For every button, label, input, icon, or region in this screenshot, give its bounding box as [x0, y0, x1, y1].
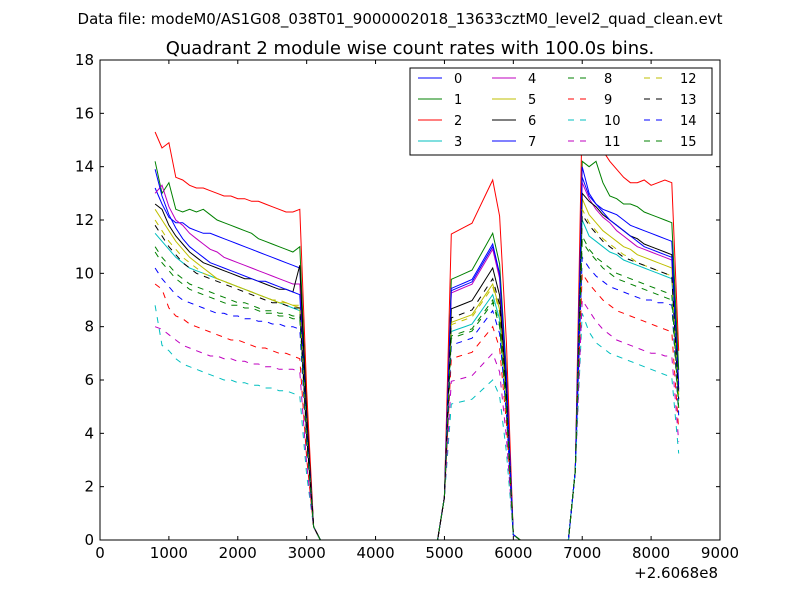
y-tick-label: 2: [84, 478, 94, 496]
x-tick-label: 4000: [356, 544, 394, 562]
x-tick-label: 3000: [288, 544, 326, 562]
legend-label-7: 7: [528, 135, 536, 150]
legend-label-11: 11: [604, 135, 621, 150]
series-line-0: [154, 177, 680, 540]
series-line-3: [154, 219, 680, 540]
legend-label-15: 15: [680, 135, 697, 150]
series-line-11: [154, 298, 680, 540]
series-line-5: [154, 198, 680, 540]
series-line-6: [154, 191, 680, 540]
series-line-8: [154, 234, 680, 540]
legend-label-10: 10: [604, 114, 621, 129]
legend-label-13: 13: [680, 93, 697, 108]
y-tick-label: 10: [75, 264, 94, 282]
plot-frame: [99, 59, 721, 541]
legend-label-14: 14: [680, 114, 697, 129]
series-layer: [154, 113, 680, 540]
x-tick-label: 8000: [632, 544, 670, 562]
series-line-9: [154, 271, 680, 540]
legend-label-3: 3: [454, 135, 462, 150]
series-line-13: [154, 213, 680, 540]
x-tick-label: 6000: [494, 544, 532, 562]
legend-label-12: 12: [680, 72, 697, 87]
x-tick-label: 5000: [425, 544, 463, 562]
legend-label-9: 9: [604, 93, 612, 108]
axis-ticks: 0 1000 2000 3000 4000 5000 6000 7000 8000 9000 0 2 4…: [75, 51, 739, 562]
series-line-14: [154, 255, 680, 540]
y-tick-label: 16: [75, 104, 94, 122]
y-tick-label: 0: [84, 531, 94, 549]
legend-label-0: 0: [454, 72, 462, 87]
x-tick-label: 9000: [701, 544, 739, 562]
series-line-10: [154, 305, 680, 540]
x-tick-label: 2000: [219, 544, 257, 562]
chart-title: Quadrant 2 module wise count rates with …: [166, 38, 655, 59]
x-tick-label: 7000: [563, 544, 601, 562]
legend-label-1: 1: [454, 93, 462, 108]
series-line-1: [154, 160, 680, 540]
y-tick-label: 8: [84, 318, 94, 336]
series-line-7: [154, 166, 680, 540]
y-tick-label: 6: [84, 371, 94, 389]
x-tick-label: 1000: [150, 544, 188, 562]
x-axis-offset-label: +2.6068e8: [634, 564, 718, 582]
figure-suptitle: Data file: modeM0/AS1G08_038T01_90000020…: [78, 10, 723, 29]
y-tick-label: 4: [84, 424, 94, 442]
legend-label-8: 8: [604, 72, 612, 87]
series-line-4: [154, 182, 680, 540]
series-line-12: [154, 209, 680, 540]
y-tick-label: 12: [75, 211, 94, 229]
series-line-15: [154, 239, 680, 540]
legend-label-5: 5: [528, 93, 536, 108]
y-tick-label: 18: [75, 51, 94, 69]
y-tick-label: 14: [75, 158, 94, 176]
x-tick-label: 0: [95, 544, 105, 562]
legend-label-2: 2: [454, 114, 462, 129]
legend-label-6: 6: [528, 114, 536, 129]
legend-label-4: 4: [528, 72, 536, 87]
